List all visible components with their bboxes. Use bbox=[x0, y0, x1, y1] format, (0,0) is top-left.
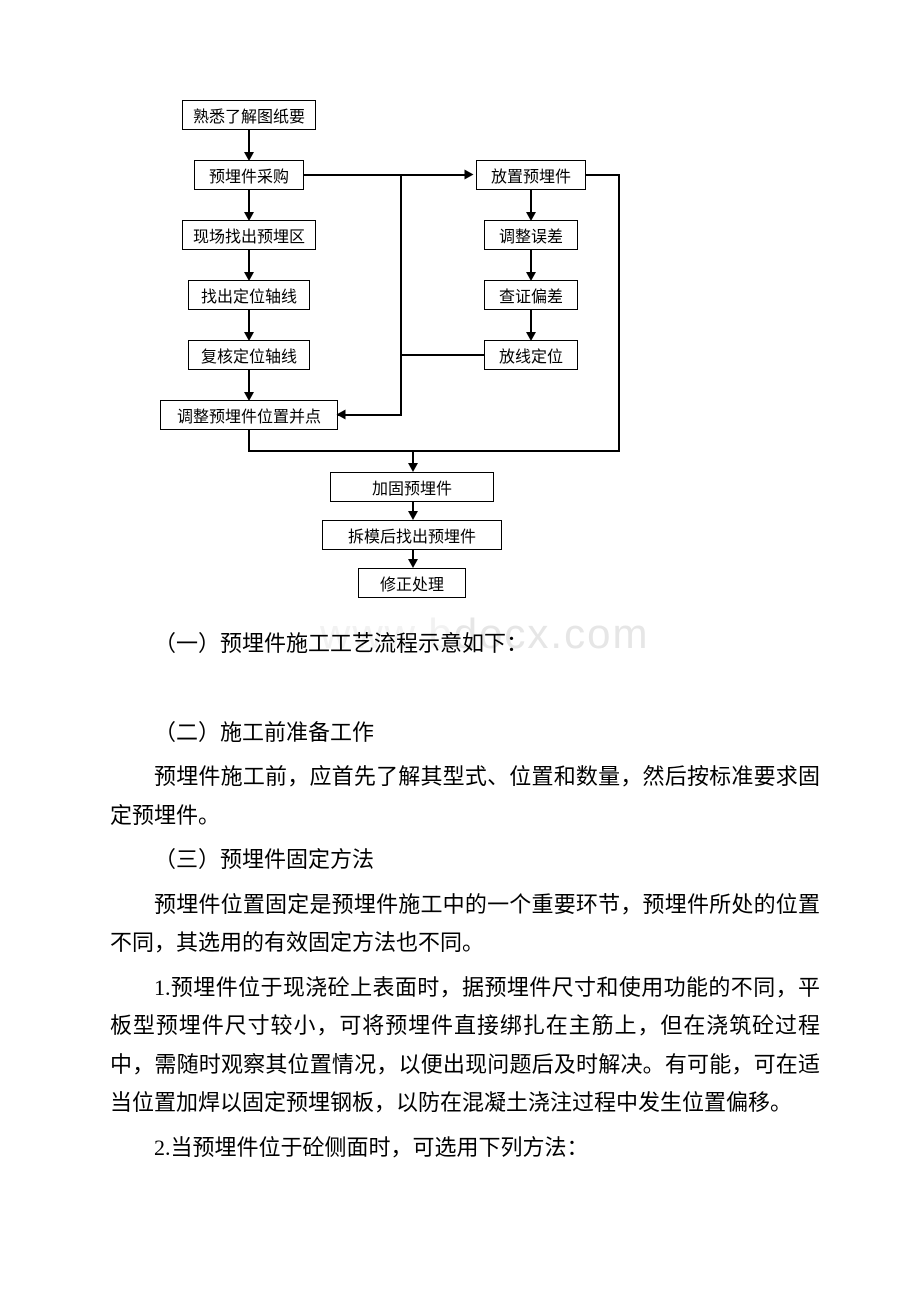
edge bbox=[400, 354, 484, 356]
arrowhead bbox=[244, 332, 254, 341]
node-label: 查证偏差 bbox=[499, 283, 563, 307]
para-5: 预埋件位置固定是预埋件施工中的一个重要环节，预埋件所处的位置不同，其选用的有效固… bbox=[110, 886, 820, 963]
node-label: 调整预埋件位置并点 bbox=[177, 403, 321, 427]
arrowhead bbox=[244, 272, 254, 281]
node-label: 放置预埋件 bbox=[491, 163, 571, 187]
arrowhead bbox=[244, 392, 254, 401]
para-7: 2.当预埋件位于砼侧面时，可选用下列方法： bbox=[110, 1129, 820, 1168]
node-n2: 预埋件采购 bbox=[194, 160, 304, 190]
node-n4: 找出定位轴线 bbox=[188, 280, 310, 310]
node-n5: 复核定位轴线 bbox=[188, 340, 310, 370]
node-n3: 现场找出预埋区 bbox=[182, 220, 316, 250]
node-n13: 修正处理 bbox=[358, 568, 466, 598]
arrowhead bbox=[244, 212, 254, 221]
edge bbox=[248, 310, 250, 332]
edge bbox=[530, 310, 532, 332]
node-label: 熟悉了解图纸要 bbox=[193, 103, 305, 127]
edge bbox=[400, 174, 402, 416]
arrowhead bbox=[526, 212, 536, 221]
edge bbox=[618, 174, 620, 452]
node-n11: 加固预埋件 bbox=[330, 472, 494, 502]
node-n1: 熟悉了解图纸要 bbox=[182, 100, 316, 130]
spacer bbox=[110, 670, 820, 714]
arrowhead bbox=[465, 170, 474, 180]
edge bbox=[530, 190, 532, 212]
arrowhead bbox=[408, 559, 418, 568]
arrowhead bbox=[244, 152, 254, 161]
arrowhead bbox=[337, 410, 346, 420]
edge bbox=[586, 174, 620, 176]
node-label: 预埋件采购 bbox=[209, 163, 289, 187]
arrowhead bbox=[408, 463, 418, 472]
node-n8: 调整误差 bbox=[484, 220, 578, 250]
node-n6: 调整预埋件位置并点 bbox=[160, 400, 338, 430]
arrowhead bbox=[526, 332, 536, 341]
body-text: （一）预埋件施工工艺流程示意如下： （二）施工前准备工作 预埋件施工前，应首先了… bbox=[110, 625, 820, 1173]
edge bbox=[248, 370, 250, 392]
node-label: 加固预埋件 bbox=[372, 475, 452, 499]
para-6: 1.预埋件位于现浇砼上表面时，据预埋件尺寸和使用功能的不同，平板型预埋件尺寸较小… bbox=[110, 969, 820, 1123]
node-label: 现场找出预埋区 bbox=[193, 223, 305, 247]
edge bbox=[400, 174, 468, 176]
node-n7: 放置预埋件 bbox=[476, 160, 586, 190]
node-label: 修正处理 bbox=[380, 571, 444, 595]
node-label: 拆模后找出预埋件 bbox=[348, 523, 476, 547]
edge bbox=[412, 450, 414, 464]
para-1: （一）预埋件施工工艺流程示意如下： bbox=[110, 625, 820, 664]
edge bbox=[304, 174, 400, 176]
para-2: （二）施工前准备工作 bbox=[110, 714, 820, 753]
node-n9: 查证偏差 bbox=[484, 280, 578, 310]
flowchart: 熟悉了解图纸要 预埋件采购 现场找出预埋区 找出定位轴线 复核定位轴线 调整预埋… bbox=[120, 100, 740, 610]
arrowhead bbox=[526, 272, 536, 281]
node-label: 调整误差 bbox=[499, 223, 563, 247]
edge bbox=[338, 414, 402, 416]
node-label: 放线定位 bbox=[499, 343, 563, 367]
edge bbox=[248, 130, 250, 152]
node-label: 找出定位轴线 bbox=[201, 283, 297, 307]
para-4: （三）预埋件固定方法 bbox=[110, 841, 820, 880]
edge bbox=[248, 250, 250, 272]
edge bbox=[248, 450, 414, 452]
edge bbox=[412, 450, 620, 452]
edge bbox=[248, 430, 250, 450]
arrowhead bbox=[408, 511, 418, 520]
node-n10: 放线定位 bbox=[484, 340, 578, 370]
node-n12: 拆模后找出预埋件 bbox=[322, 520, 502, 550]
edge bbox=[530, 250, 532, 272]
edge bbox=[248, 190, 250, 212]
para-3: 预埋件施工前，应首先了解其型式、位置和数量，然后按标准要求固定预埋件。 bbox=[110, 758, 820, 835]
node-label: 复核定位轴线 bbox=[201, 343, 297, 367]
